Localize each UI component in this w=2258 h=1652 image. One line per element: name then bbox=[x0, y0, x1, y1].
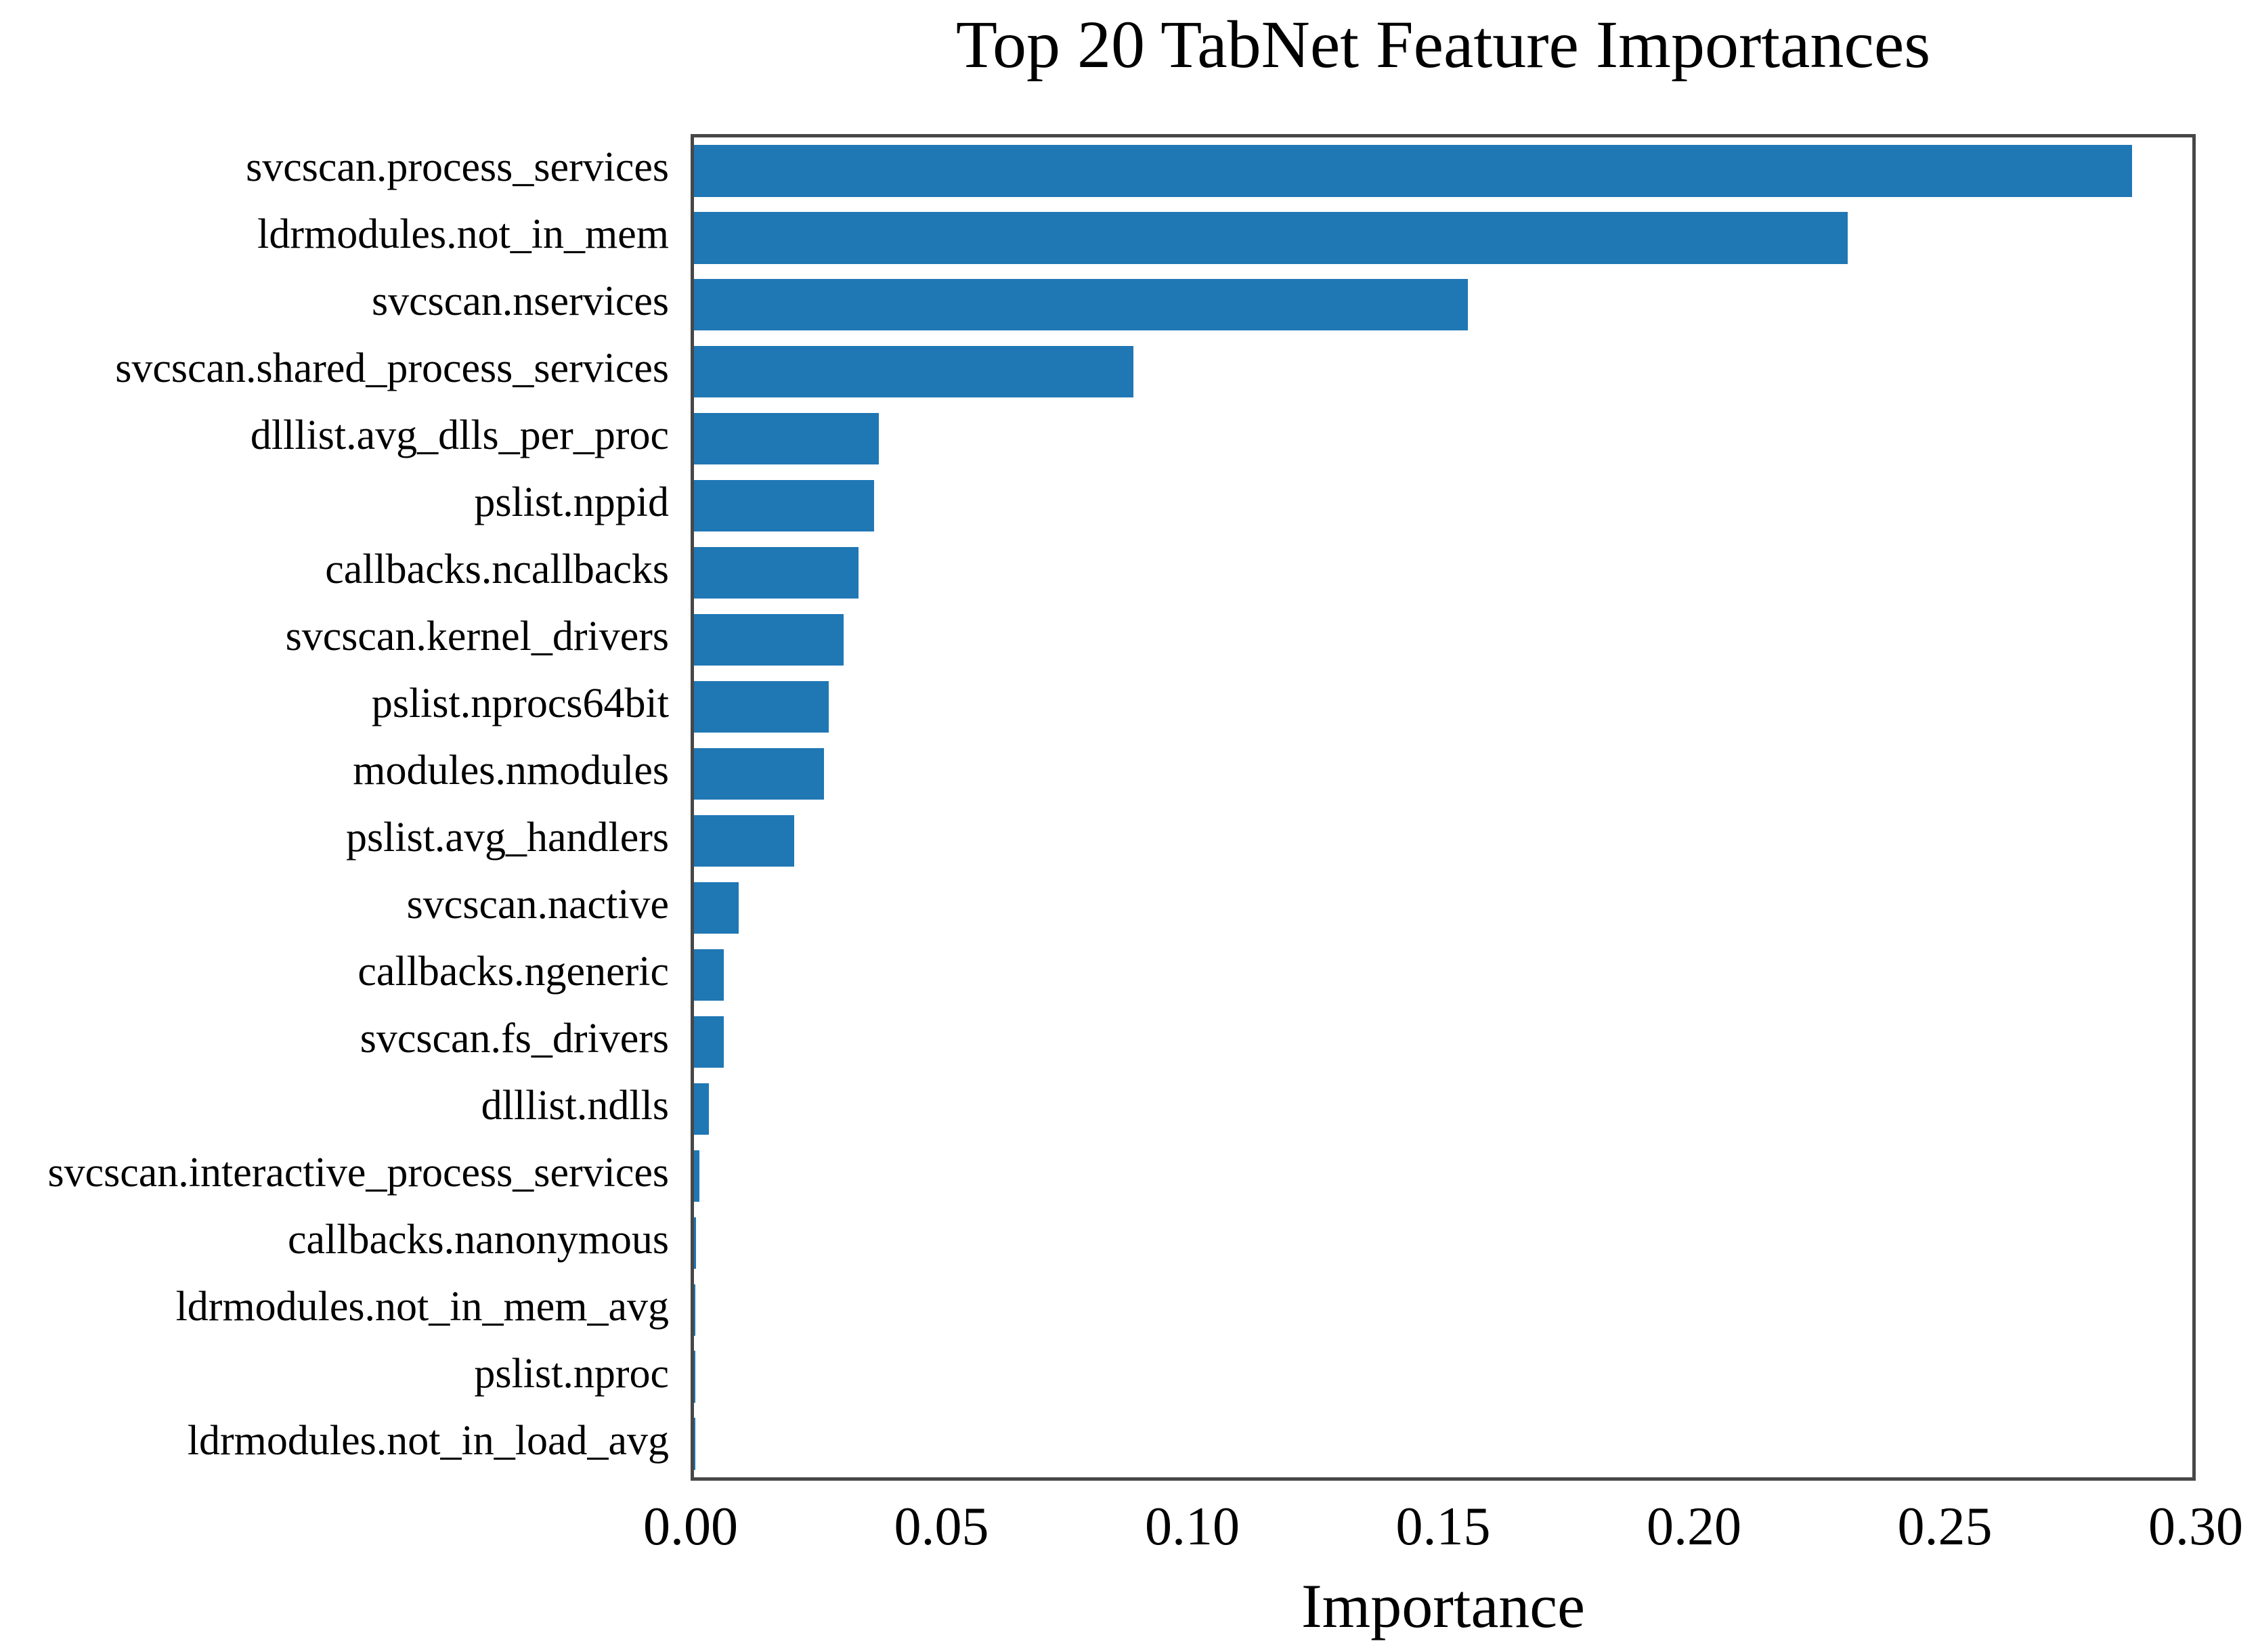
bar bbox=[694, 1351, 696, 1403]
bar bbox=[694, 747, 824, 800]
x-tick-label: 0.20 bbox=[1647, 1497, 1741, 1557]
bar bbox=[694, 949, 724, 1001]
y-tick-label: ldrmodules.not_in_mem_avg bbox=[175, 1283, 669, 1330]
y-tick-label: ldrmodules.not_in_load_avg bbox=[187, 1417, 669, 1464]
bar bbox=[694, 480, 874, 532]
y-tick-label: modules.nmodules bbox=[353, 747, 669, 794]
bar bbox=[694, 680, 829, 733]
x-tick-label: 0.30 bbox=[2148, 1497, 2243, 1557]
bar bbox=[694, 1418, 696, 1470]
bar bbox=[694, 145, 2133, 197]
x-tick-label: 0.25 bbox=[1897, 1497, 1993, 1557]
x-tick-label: 0.05 bbox=[894, 1497, 989, 1557]
y-tick-label: ldrmodules.not_in_mem bbox=[257, 211, 669, 258]
y-tick-label: pslist.nppid bbox=[474, 479, 669, 526]
bar bbox=[694, 614, 844, 666]
y-tick-label: svcscan.fs_drivers bbox=[360, 1015, 669, 1062]
y-tick-label: svcscan.interactive_process_services bbox=[47, 1149, 669, 1196]
bar bbox=[694, 882, 739, 934]
bar bbox=[694, 1016, 724, 1068]
chart-title: Top 20 TabNet Feature Importances bbox=[955, 7, 1931, 82]
bar bbox=[694, 547, 859, 599]
bar bbox=[694, 1083, 710, 1135]
y-tick-label: svcscan.nservices bbox=[372, 278, 669, 325]
x-tick-label: 0.00 bbox=[643, 1497, 738, 1557]
bar bbox=[694, 1284, 696, 1336]
y-tick-label: callbacks.ngeneric bbox=[357, 948, 669, 995]
bar bbox=[694, 346, 1134, 398]
y-tick-label: pslist.nprocs64bit bbox=[371, 680, 669, 727]
bar bbox=[694, 212, 1848, 264]
y-tick-label: svcscan.shared_process_services bbox=[115, 345, 669, 392]
bar bbox=[694, 413, 879, 465]
y-tick-label: svcscan.kernel_drivers bbox=[285, 613, 669, 660]
y-tick-label: callbacks.nanonymous bbox=[287, 1216, 669, 1263]
y-tick-label: callbacks.ncallbacks bbox=[325, 546, 669, 593]
y-tick-label: svcscan.nactive bbox=[406, 881, 669, 928]
y-tick-label: dlllist.ndlls bbox=[481, 1082, 669, 1129]
bar bbox=[694, 279, 1469, 331]
y-tick-label: pslist.nproc bbox=[474, 1350, 669, 1397]
bar bbox=[694, 1150, 700, 1202]
y-tick-label: svcscan.process_services bbox=[246, 144, 669, 191]
y-tick-label: dlllist.avg_dlls_per_proc bbox=[250, 412, 669, 459]
bar bbox=[694, 814, 794, 867]
x-axis-label: Importance bbox=[1301, 1571, 1585, 1640]
x-tick-label: 0.10 bbox=[1145, 1497, 1240, 1557]
plot-area bbox=[691, 134, 2196, 1481]
y-tick-label: pslist.avg_handlers bbox=[346, 814, 669, 861]
bars-container bbox=[694, 137, 2192, 1477]
x-axis-ticks: 0.00 0.05 0.10 0.15 0.20 0.25 0.30 bbox=[643, 1493, 2243, 1561]
x-tick-label: 0.15 bbox=[1395, 1497, 1491, 1557]
y-axis-labels: svcscan.process_services ldrmodules.not_i… bbox=[0, 134, 669, 1481]
bar bbox=[694, 1217, 696, 1269]
